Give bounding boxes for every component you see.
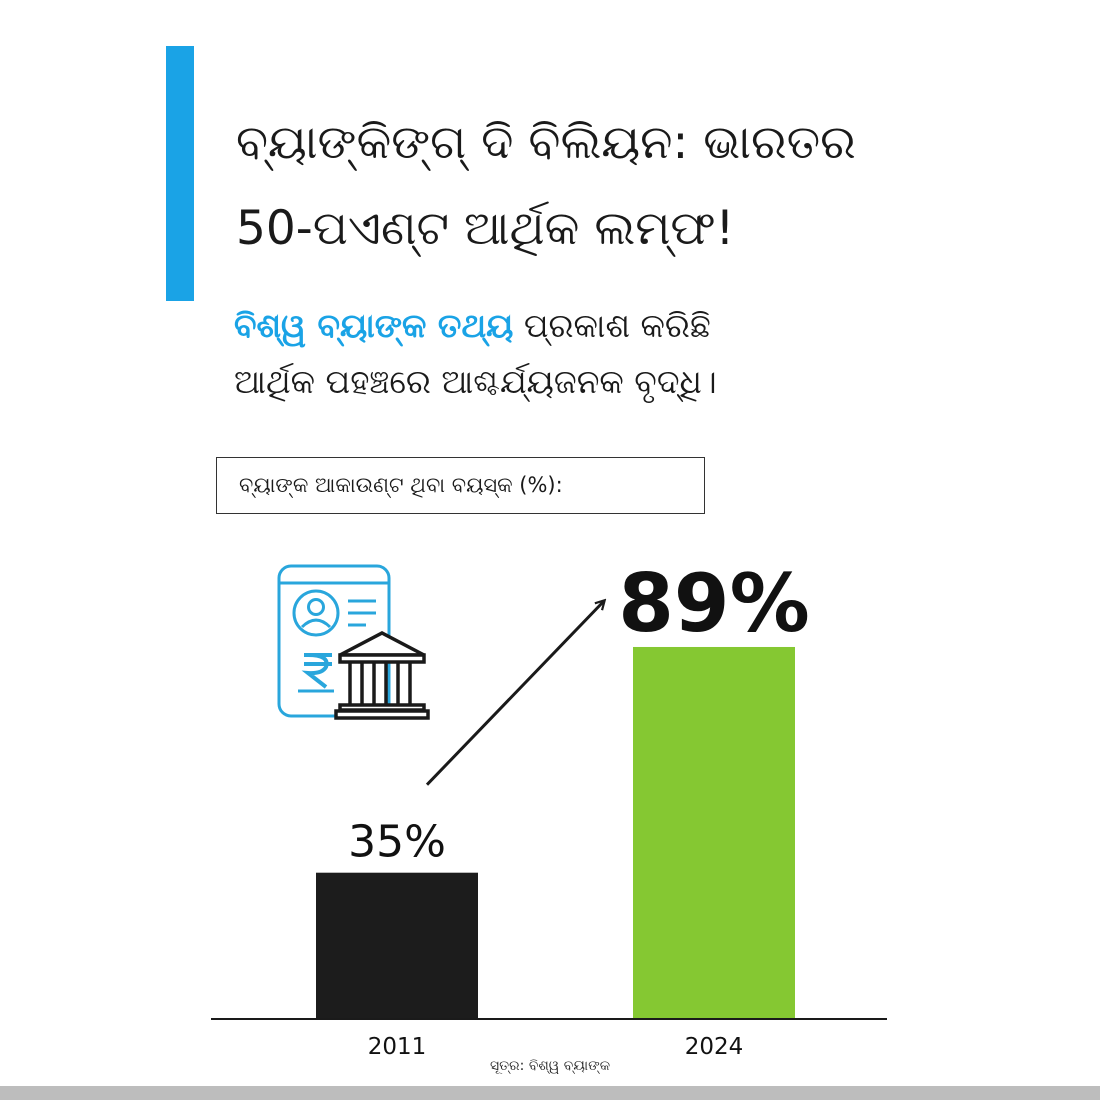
bottom-strip — [0, 1086, 1100, 1100]
page-title: ବ୍ୟାଙ୍କିଙ୍ଗ୍ ଦି ବିଲିୟନ: ଭାରତର 50-ପଏଣ୍ଟ ଆ… — [236, 100, 1036, 272]
subtitle-highlight: ବିଶ୍ୱ ବ୍ୟାଙ୍କ ତଥ୍ୟ — [234, 306, 514, 345]
bank-building-icon — [334, 631, 430, 720]
x-tick-label-2024: 2024 — [685, 1034, 744, 1060]
source-note: ସୂତ୍ର: ବିଶ୍ୱ ବ୍ୟାଙ୍କ — [489, 1058, 611, 1074]
rupee-icon — [301, 653, 332, 689]
bank-account-document-icon — [276, 563, 436, 723]
data-label-2011: 35% — [348, 817, 446, 868]
x-tick-label-2011: 2011 — [368, 1034, 427, 1060]
bar-2024 — [633, 646, 795, 1019]
data-label-2024: 89% — [618, 557, 809, 650]
subtitle-rest: ପ୍ରକାଶ କରିଛି — [513, 306, 711, 345]
chart-label: ବ୍ୟାଙ୍କ ଆକାଉଣ୍ଟ ଥିବା ବୟସ୍କ (%): — [216, 457, 705, 514]
subtitle: ବିଶ୍ୱ ବ୍ୟାଙ୍କ ତଥ୍ୟ ପ୍ରକାଶ କରିଛି ଆର୍ଥିକ ପ… — [234, 298, 1034, 410]
title-line-1: ବ୍ୟାଙ୍କିଙ୍ଗ୍ ଦି ବିଲିୟନ: ଭାରତର — [236, 115, 856, 170]
bar-2011 — [316, 872, 478, 1019]
trend-arrow — [425, 601, 604, 786]
accent-bar — [166, 46, 194, 301]
title-line-2: 50-ପଏଣ୍ଟ ଆର୍ଥିକ ଲମ୍ଫ! — [236, 201, 735, 256]
subtitle-line-2: ଆର୍ଥିକ ପହଞ୍ଚରେ ଆଶ୍ଚର୍ଯ୍ୟଜନକ ବୃଦ୍ଧି। — [234, 362, 717, 401]
